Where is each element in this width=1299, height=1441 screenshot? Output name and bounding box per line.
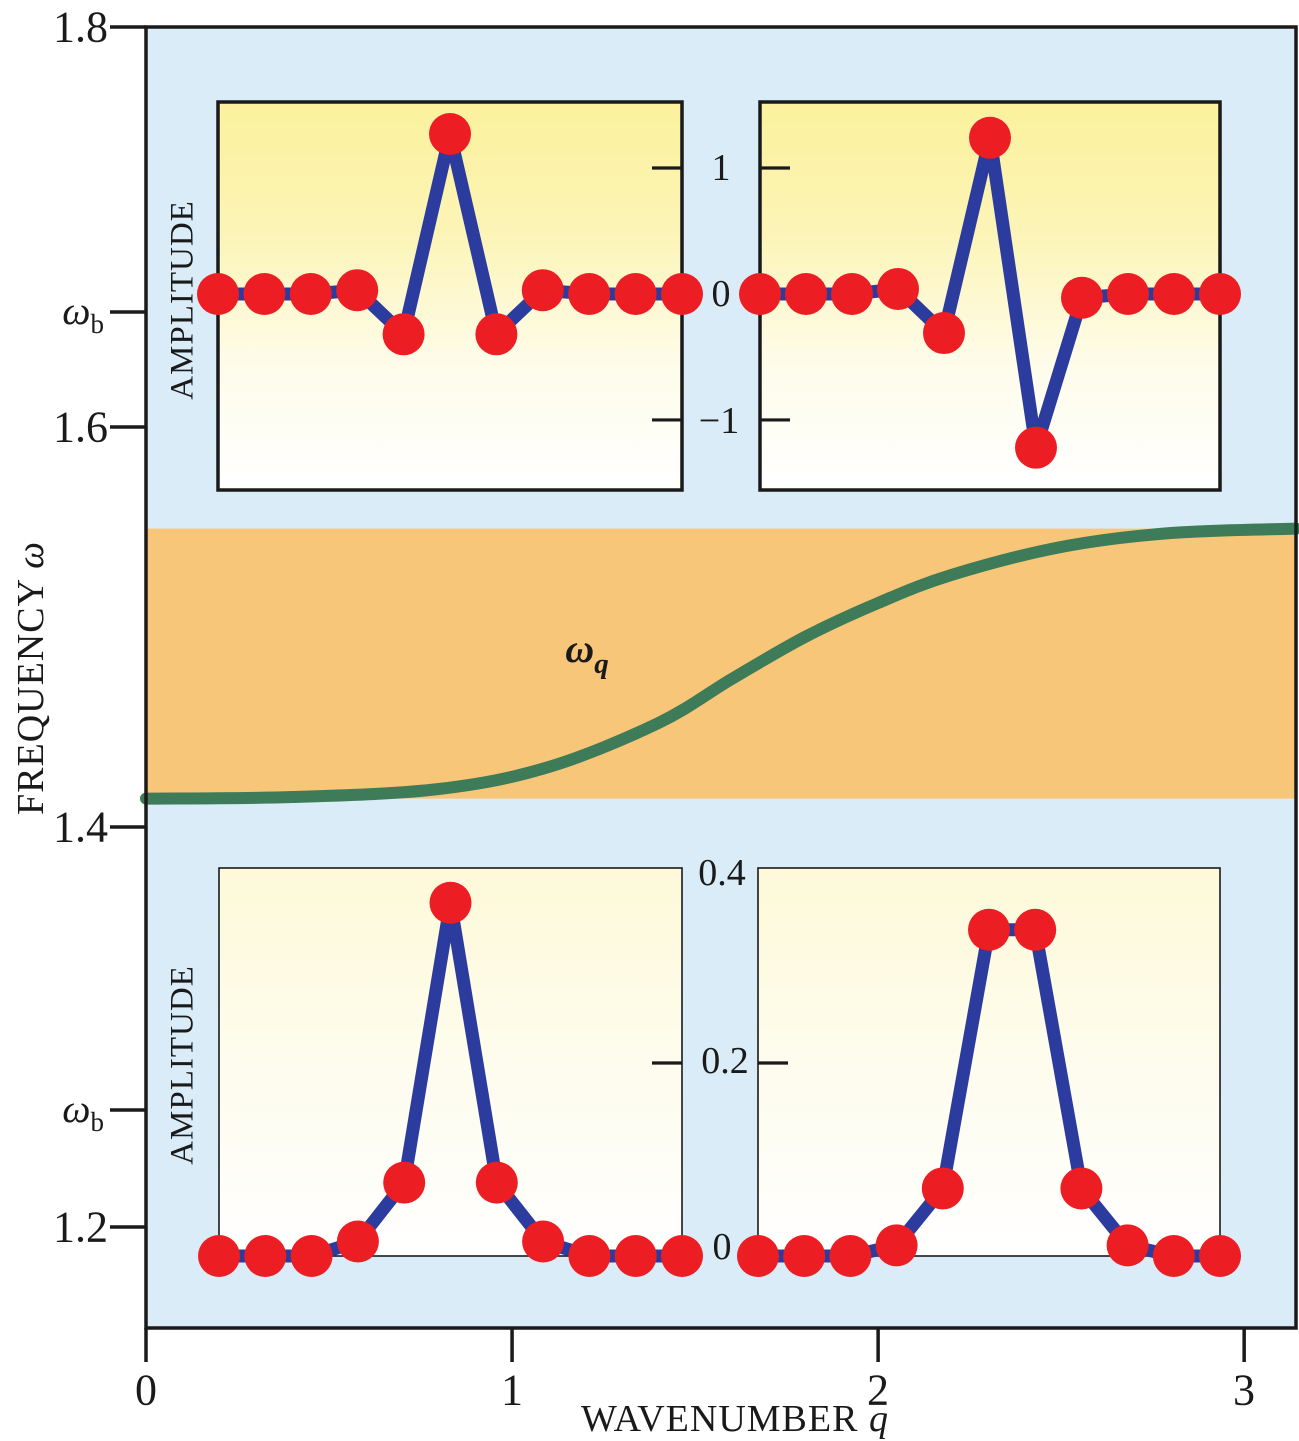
omega-q-curve-label: ωq <box>565 625 608 681</box>
omega-subscript: b <box>90 1107 105 1137</box>
bottom-inset-tick-04: 0.4 <box>698 852 746 894</box>
top-inset-tick-zero: 0 <box>711 273 731 315</box>
amplitude-label-top: AMPLITUDE <box>164 200 201 400</box>
xtick-label-1: 1 <box>501 1365 523 1415</box>
omega-q-subscript: q <box>594 648 609 680</box>
x-axis-title: WAVENUMBER q <box>581 1397 889 1441</box>
y-axis-symbol: ω <box>10 541 52 569</box>
y-axis-title-text: FREQUENCY <box>10 568 52 815</box>
ytick-label-omega-b-top: ωb <box>62 284 104 340</box>
xtick-label-2: 2 <box>867 1365 889 1415</box>
top-inset-tick-plus1: 1 <box>711 147 731 189</box>
ytick-label-1.2: 1.2 <box>53 1202 108 1252</box>
bottom-inset-tick-02: 0.2 <box>701 1040 749 1082</box>
omega-symbol: ω <box>62 288 91 333</box>
x-axis-symbol: q <box>868 1398 889 1440</box>
ytick-label-1.6: 1.6 <box>53 402 108 452</box>
ytick-label-1.8: 1.8 <box>53 2 108 52</box>
bottom-inset-tick-0: 0 <box>712 1226 732 1268</box>
omega-q-symbol: ω <box>565 626 595 671</box>
omega-symbol: ω <box>62 1086 91 1131</box>
xtick-label-3: 3 <box>1233 1365 1255 1415</box>
amplitude-label-bottom: AMPLITUDE <box>164 965 201 1165</box>
omega-subscript: b <box>90 309 105 339</box>
xtick-label-0: 0 <box>135 1365 157 1415</box>
y-axis-title: FREQUENCY ω <box>9 541 53 815</box>
x-axis-title-text: WAVENUMBER <box>581 1398 869 1440</box>
top-inset-tick-minus1: −1 <box>698 400 740 442</box>
ytick-label-1.4: 1.4 <box>53 802 108 852</box>
ytick-label-omega-b-bottom: ωb <box>62 1082 104 1138</box>
